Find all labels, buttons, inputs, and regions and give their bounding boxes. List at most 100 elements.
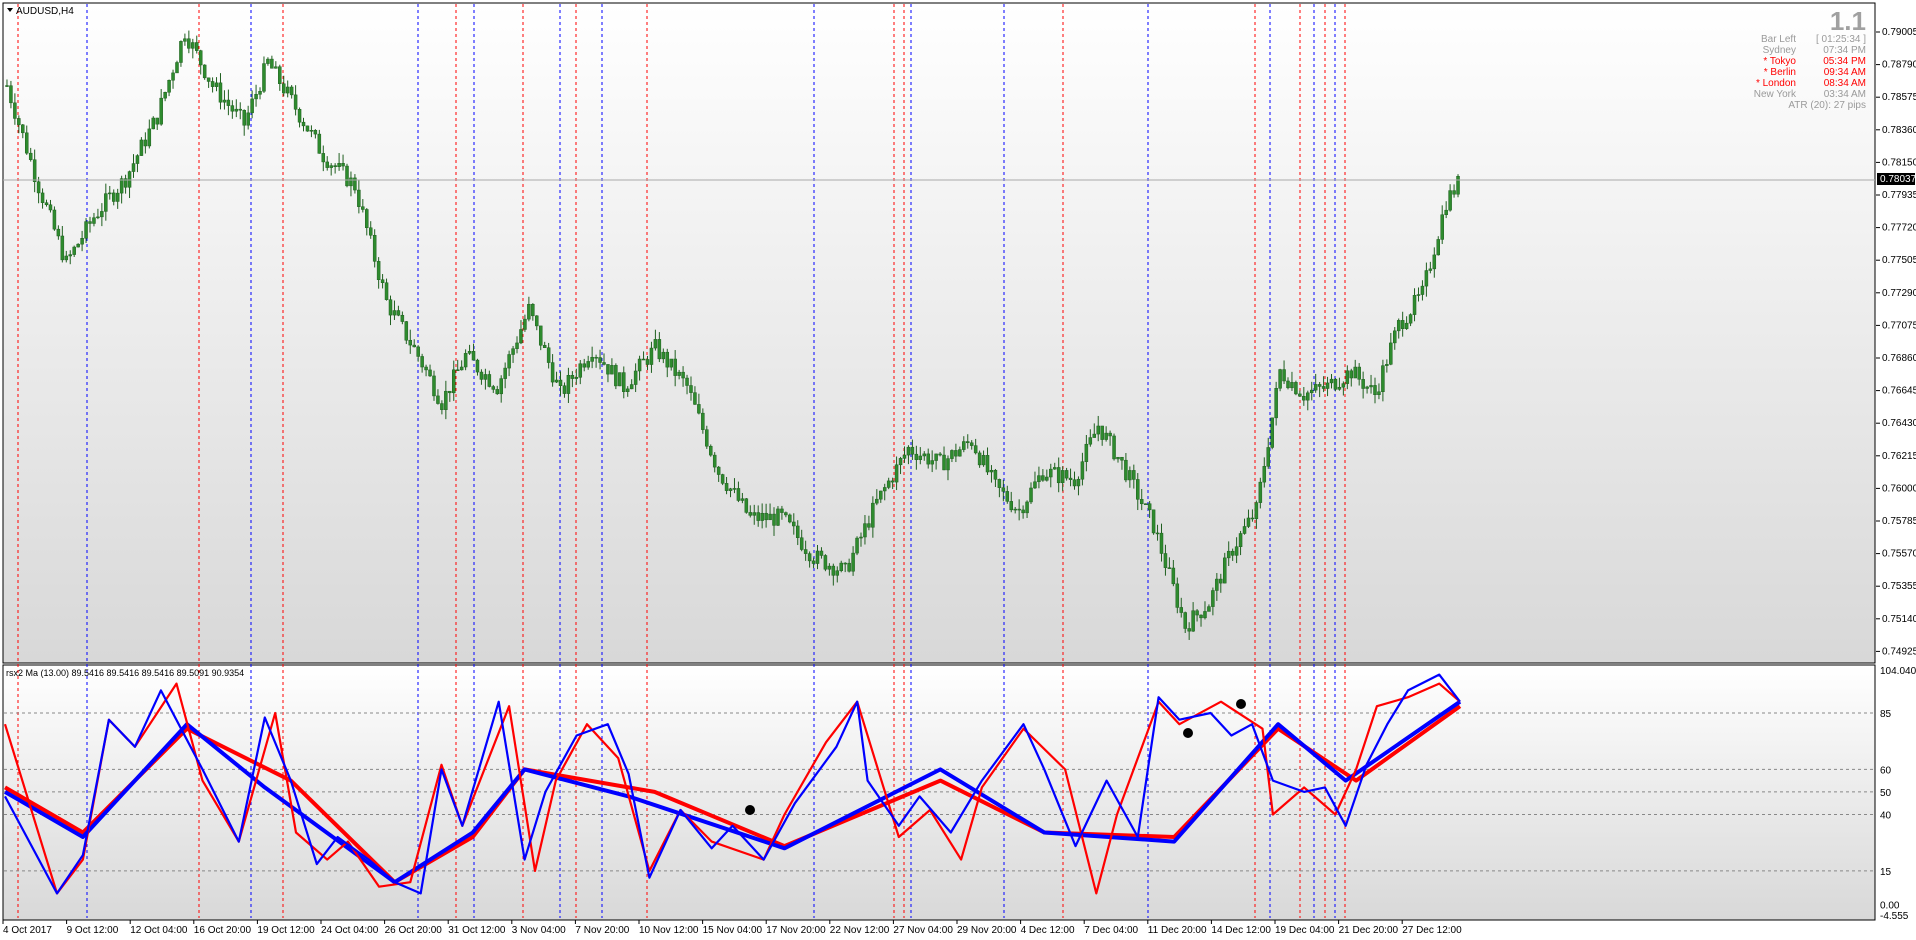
candle-body <box>736 488 741 501</box>
candle-body <box>1258 481 1263 503</box>
chevron-down-icon[interactable] <box>7 8 13 12</box>
candle-body <box>863 523 867 538</box>
candle-body <box>969 442 974 446</box>
candle-body <box>1147 503 1152 511</box>
candle-body <box>68 254 72 257</box>
candle-body <box>546 347 551 363</box>
candle-body <box>337 163 341 167</box>
candle-body <box>400 314 405 322</box>
candle-body <box>977 452 982 466</box>
candle-body <box>72 246 76 255</box>
candle-body <box>531 303 535 317</box>
time-tick-label: 17 Nov 20:00 <box>766 925 826 936</box>
candle-body <box>542 345 547 348</box>
price-tick-label: 0.77075 <box>1882 320 1916 331</box>
time-tick-label: 19 Dec 04:00 <box>1275 925 1335 936</box>
time-tick-label: 7 Nov 20:00 <box>575 925 629 936</box>
candle-body <box>80 238 84 245</box>
price-tick-label: 0.76215 <box>1882 451 1916 462</box>
candle-body <box>934 453 938 461</box>
candle-body <box>230 105 235 112</box>
candle-body <box>301 121 306 127</box>
candle-body <box>1128 470 1132 481</box>
candle-body <box>875 498 879 504</box>
candle-body <box>839 562 843 571</box>
candle-body <box>760 512 764 521</box>
candle-body <box>1266 447 1270 467</box>
candle-body <box>843 562 847 565</box>
price-pane[interactable] <box>2 2 1876 664</box>
session-name: * Berlin <box>1764 67 1796 78</box>
price-tick-label: 0.76430 <box>1882 418 1916 429</box>
candle-body <box>1448 190 1452 211</box>
candle-body <box>582 363 586 368</box>
candle-body <box>321 153 326 163</box>
candle-body <box>64 255 69 261</box>
candle-body <box>898 458 903 466</box>
candle-body <box>780 508 784 513</box>
candle-body <box>570 375 575 379</box>
candle-body <box>633 370 638 385</box>
candle-body <box>1171 567 1176 585</box>
candle-body <box>349 177 353 187</box>
candle-body <box>511 348 515 355</box>
candle-body <box>1321 386 1326 389</box>
candle-body <box>914 453 919 460</box>
candle-body <box>1009 501 1013 511</box>
price-tick-label: 0.78360 <box>1882 125 1916 136</box>
candle-body <box>1250 517 1255 520</box>
indicator-pane[interactable] <box>2 664 1876 921</box>
candle-body <box>357 189 361 207</box>
candle-body <box>92 217 96 224</box>
price-tick-label: 0.75355 <box>1882 581 1916 592</box>
candle-body <box>697 404 701 414</box>
candle-body <box>981 455 986 466</box>
session-time: 08:34 AM <box>1824 78 1866 89</box>
time-tick-label: 16 Oct 20:00 <box>194 925 252 936</box>
candle-body <box>428 369 432 377</box>
candle-body <box>195 42 199 51</box>
candle-body <box>420 356 424 368</box>
symbol-label[interactable]: AUDUSD,H4 <box>7 6 74 17</box>
candle-body <box>167 79 171 93</box>
candle-body <box>693 392 697 405</box>
candle-body <box>562 385 567 394</box>
candle-body <box>574 377 579 379</box>
candle-body <box>206 77 211 82</box>
candle-body <box>752 512 756 516</box>
candle-body <box>84 221 88 239</box>
candle-body <box>424 366 428 371</box>
candle-body <box>1175 583 1180 608</box>
candle-body <box>744 498 749 513</box>
candle-body <box>1226 550 1231 559</box>
candle-body <box>123 178 128 188</box>
candle-body <box>163 92 167 99</box>
candle-body <box>266 58 270 64</box>
candle-body <box>372 235 377 262</box>
candle-body <box>104 193 108 212</box>
candle-body <box>1377 391 1381 395</box>
candle-body <box>96 216 100 219</box>
candle-body <box>1033 481 1037 489</box>
candle-body <box>1389 342 1393 365</box>
candle-body <box>1432 254 1437 270</box>
candle-body <box>246 112 250 126</box>
candle-body <box>1116 456 1120 460</box>
indicator-tick-label: 85 <box>1880 709 1892 720</box>
candle-body <box>491 386 496 390</box>
price-tick-label: 0.76000 <box>1882 483 1916 494</box>
candle-body <box>523 318 527 330</box>
candle-body <box>1306 392 1310 401</box>
time-tick-label: 24 Oct 04:00 <box>321 925 379 936</box>
candle-body <box>720 474 725 484</box>
candle-body <box>1215 578 1219 591</box>
candle-body <box>1021 509 1025 514</box>
candle-body <box>388 299 393 316</box>
candle-body <box>179 41 183 63</box>
candle-body <box>792 521 796 527</box>
candle-body <box>538 325 543 346</box>
time-tick-label: 10 Nov 12:00 <box>639 925 699 936</box>
candle-body <box>1294 382 1298 395</box>
